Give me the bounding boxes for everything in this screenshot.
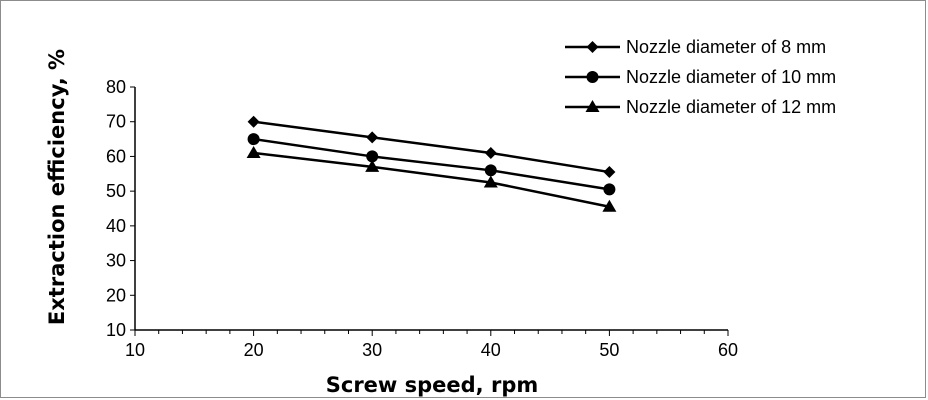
data-point: [366, 131, 379, 144]
data-point: [246, 145, 261, 158]
data-point: [483, 175, 498, 188]
legend-item: Nozzle diameter of 10 mm: [565, 67, 836, 87]
data-point: [365, 159, 380, 172]
x-axis-title: Screw speed, rpm: [326, 373, 539, 397]
legend-item: Nozzle diameter of 12 mm: [565, 97, 836, 117]
legend-item: Nozzle diameter of 8 mm: [565, 37, 826, 57]
legend-marker: [585, 100, 600, 112]
data-point: [247, 115, 260, 128]
x-tick-label: 30: [362, 340, 382, 360]
y-tick-label: 30: [106, 251, 126, 271]
data-point: [484, 164, 497, 177]
series-line: [253, 151, 610, 208]
series-1: [247, 115, 616, 179]
legend-label: Nozzle diameter of 10 mm: [626, 67, 836, 87]
x-tick-label: 20: [244, 340, 264, 360]
data-point: [366, 150, 379, 163]
y-tick-label: 50: [106, 181, 126, 201]
legend: Nozzle diameter of 8 mm Nozzle diameter o…: [565, 37, 836, 117]
series-line: [253, 120, 610, 174]
data-point: [484, 146, 497, 159]
y-tick-label: 60: [106, 146, 126, 166]
y-tick-label: 10: [106, 320, 126, 340]
legend-label: Nozzle diameter of 8 mm: [626, 37, 826, 57]
y-axis-title: Extraction efficiency, %: [45, 49, 69, 325]
data-point: [603, 183, 616, 196]
series-2: [247, 133, 616, 196]
x-tick-label: 40: [481, 340, 501, 360]
y-tick-label: 80: [106, 77, 126, 97]
x-tick-label: 60: [718, 340, 738, 360]
y-ticks: 10 20 30 40 50 60 70 80: [106, 77, 135, 340]
legend-label: Nozzle diameter of 12 mm: [626, 97, 836, 117]
axes: 10 20 30 40 50 60 10 20 30 40 50 60 70 80: [106, 77, 738, 360]
y-tick-label: 20: [106, 285, 126, 305]
x-tick-label: 50: [599, 340, 619, 360]
series-line: [253, 137, 610, 191]
legend-marker: [586, 71, 599, 83]
y-tick-label: 40: [106, 216, 126, 236]
x-tick-label: 10: [125, 340, 145, 360]
data-point: [247, 133, 260, 146]
data-point: [603, 166, 616, 179]
series-3: [246, 145, 617, 212]
legend-marker: [586, 41, 599, 53]
x-ticks: 10 20 30 40 50 60: [125, 330, 738, 360]
y-tick-label: 70: [106, 112, 126, 132]
data-point: [602, 199, 617, 212]
series-layer: [246, 115, 617, 212]
